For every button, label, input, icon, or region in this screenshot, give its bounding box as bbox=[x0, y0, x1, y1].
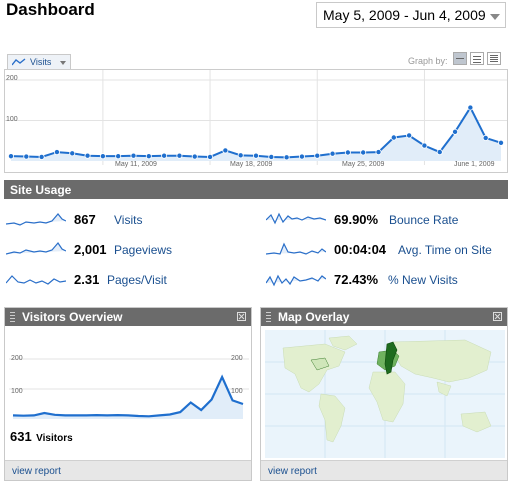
visits-value: 867 bbox=[74, 212, 96, 227]
visits-chart-svg bbox=[5, 70, 507, 165]
data-point bbox=[99, 153, 106, 160]
close-icon[interactable] bbox=[237, 312, 246, 321]
data-point bbox=[38, 153, 45, 160]
bounce-rate-link[interactable]: Bounce Rate bbox=[389, 213, 459, 227]
bounce-rate-sparkline-icon bbox=[266, 212, 326, 225]
visits-link[interactable]: Visits bbox=[114, 213, 143, 227]
graph-by-day-button[interactable] bbox=[453, 52, 467, 65]
new-visits-link[interactable]: % New Visits bbox=[388, 273, 458, 287]
avg-time-value: 00:04:04 bbox=[334, 242, 387, 257]
data-point bbox=[252, 152, 259, 159]
map-overlay-header[interactable]: Map Overlay bbox=[261, 308, 507, 326]
pageviews-sparkline-icon bbox=[6, 242, 66, 255]
data-point bbox=[467, 104, 474, 111]
drag-handle-icon[interactable] bbox=[10, 312, 15, 322]
data-point bbox=[406, 132, 413, 139]
visitors-count: 631 bbox=[10, 429, 32, 444]
world-map bbox=[265, 330, 505, 458]
y-tick-label: 200 bbox=[11, 355, 23, 362]
pageviews-link[interactable]: Pageviews bbox=[114, 243, 173, 257]
data-point bbox=[344, 149, 351, 156]
series-area bbox=[11, 107, 501, 161]
y-tick-label: 100 bbox=[231, 388, 243, 395]
data-point bbox=[53, 149, 60, 156]
map-overlay-footer: view report bbox=[261, 460, 507, 480]
data-point bbox=[360, 149, 367, 156]
close-icon[interactable] bbox=[493, 312, 502, 321]
new-visits-sparkline-icon bbox=[266, 274, 326, 287]
data-point bbox=[84, 152, 91, 159]
data-point bbox=[482, 134, 489, 141]
new-visits-value: 72.43% bbox=[334, 272, 379, 287]
data-point bbox=[8, 153, 14, 160]
metric-dropdown[interactable]: Visits bbox=[7, 54, 71, 69]
data-point bbox=[436, 149, 443, 156]
x-tick-label: May 25, 2009 bbox=[342, 161, 385, 168]
avg-time-link[interactable]: Avg. Time on Site bbox=[398, 243, 492, 257]
data-point bbox=[237, 152, 244, 159]
graph-by-label: Graph by: bbox=[408, 56, 448, 66]
view-report-link[interactable]: view report bbox=[12, 466, 61, 477]
y-tick-label: 200 bbox=[231, 355, 243, 362]
metric-dropdown-label: Visits bbox=[30, 57, 52, 67]
date-range-picker[interactable]: May 5, 2009 - Jun 4, 2009 bbox=[316, 2, 506, 28]
view-report-link[interactable]: view report bbox=[268, 466, 317, 477]
data-point bbox=[23, 153, 30, 160]
page-title: Dashboard bbox=[6, 0, 95, 19]
visitors-overview-widget: Visitors Overview 200 100 200 100 631 Vi… bbox=[4, 307, 252, 481]
graph-by-week-button[interactable] bbox=[470, 52, 484, 65]
avg-time-sparkline-icon bbox=[266, 242, 326, 255]
chevron-down-icon[interactable] bbox=[490, 14, 500, 20]
visits-sparkline-icon bbox=[6, 213, 66, 226]
data-point bbox=[329, 150, 336, 157]
data-point bbox=[421, 142, 428, 149]
drag-handle-icon[interactable] bbox=[266, 312, 271, 322]
x-tick-label: May 18, 2009 bbox=[230, 161, 273, 168]
y-tick-label: 100 bbox=[6, 116, 18, 123]
x-tick-label: June 1, 2009 bbox=[454, 161, 495, 168]
data-point bbox=[452, 128, 459, 135]
data-point bbox=[161, 152, 168, 159]
highlighted-country[interactable] bbox=[384, 341, 398, 375]
data-point bbox=[497, 139, 504, 146]
visitors-overview-header[interactable]: Visitors Overview bbox=[5, 308, 251, 326]
data-point bbox=[69, 150, 76, 157]
visitors-count-label: Visitors bbox=[36, 433, 73, 444]
visits-chart bbox=[4, 69, 508, 173]
data-point bbox=[222, 147, 229, 154]
data-point bbox=[191, 153, 198, 160]
data-point bbox=[314, 152, 321, 159]
pages-per-visit-value: 2.31 bbox=[74, 272, 100, 287]
data-point bbox=[390, 134, 397, 141]
pageviews-value: 2,001 bbox=[74, 242, 107, 257]
line-chart-icon bbox=[12, 58, 26, 66]
x-tick-label: May 11, 2009 bbox=[115, 161, 157, 168]
data-point bbox=[283, 154, 290, 161]
series-line bbox=[12, 374, 244, 418]
data-point bbox=[145, 153, 152, 160]
data-point bbox=[268, 153, 275, 160]
graph-by-month-button[interactable] bbox=[487, 52, 501, 65]
date-range-label: May 5, 2009 - Jun 4, 2009 bbox=[323, 7, 486, 23]
data-point bbox=[130, 152, 137, 159]
y-tick-label: 200 bbox=[6, 75, 18, 82]
data-point bbox=[176, 152, 183, 159]
y-tick-label: 100 bbox=[11, 388, 23, 395]
map-overlay-widget: Map Overlay view report bbox=[260, 307, 508, 481]
data-point bbox=[115, 153, 122, 160]
data-point bbox=[207, 153, 214, 160]
visitors-overview-chart bbox=[9, 358, 249, 419]
chevron-down-icon bbox=[60, 61, 66, 65]
site-usage-header: Site Usage bbox=[4, 180, 508, 199]
visitors-overview-footer: view report bbox=[5, 460, 251, 480]
data-point bbox=[375, 149, 382, 156]
pages-per-visit-link[interactable]: Pages/Visit bbox=[107, 273, 167, 287]
data-point bbox=[298, 153, 305, 160]
pages-per-visit-sparkline-icon bbox=[6, 275, 66, 285]
bounce-rate-value: 69.90% bbox=[334, 212, 379, 227]
